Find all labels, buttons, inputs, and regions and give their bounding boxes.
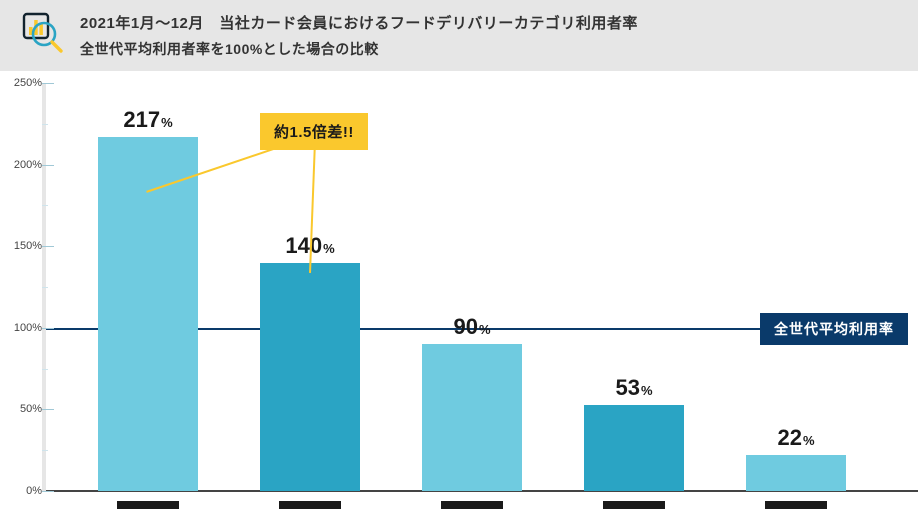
y-tick-label: 200% — [14, 159, 42, 171]
plot-area: 全世代平均利用率 217% 140% 90% 53% 22% 約1.5倍差!! — [46, 83, 908, 491]
x-category-marker — [603, 501, 665, 509]
header: 2021年1月～12月 当社カード会員におけるフードデリバリーカテゴリ利用者率 … — [0, 0, 918, 71]
y-tick-mark — [42, 246, 54, 247]
bar: 22% — [746, 455, 846, 491]
bar: 90% — [422, 344, 522, 491]
chart: 0% 50% 100% 150% 200% 250% 全世代平均利用率 217% 140% 90… — [0, 71, 918, 527]
chart-title: 2021年1月～12月 当社カード会員におけるフードデリバリーカテゴリ利用者率 — [80, 12, 638, 33]
y-axis: 0% 50% 100% 150% 200% 250% — [0, 71, 46, 527]
analytics-icon — [20, 10, 66, 61]
y-tick-mark — [42, 83, 54, 84]
bar: 140% — [260, 263, 360, 491]
chart-subtitle: 全世代平均利用者率を100%とした場合の比較 — [80, 39, 638, 59]
y-tick-label: 50% — [20, 403, 42, 415]
x-category-marker — [117, 501, 179, 509]
y-tick-mark — [42, 328, 54, 329]
y-tick-mark — [42, 491, 54, 492]
y-tick-label: 0% — [26, 485, 42, 497]
y-minor-tick — [42, 205, 48, 206]
bar-value-label: 53% — [615, 375, 652, 401]
bar-value-label: 90% — [453, 314, 490, 340]
y-tick-mark — [42, 165, 54, 166]
x-category-marker — [765, 501, 827, 509]
y-minor-tick — [42, 369, 48, 370]
bar: 53% — [584, 405, 684, 491]
y-tick-mark — [42, 409, 54, 410]
baseline-label: 全世代平均利用率 — [760, 313, 908, 345]
y-tick-label: 100% — [14, 322, 42, 334]
y-minor-tick — [42, 124, 48, 125]
x-category-marker — [279, 501, 341, 509]
bar-value-label: 22% — [777, 425, 814, 451]
y-minor-tick — [42, 287, 48, 288]
header-text: 2021年1月～12月 当社カード会員におけるフードデリバリーカテゴリ利用者率 … — [80, 12, 638, 59]
y-tick-label: 150% — [14, 240, 42, 252]
x-category-marker — [441, 501, 503, 509]
y-tick-label: 250% — [14, 77, 42, 89]
callout: 約1.5倍差!! — [260, 113, 368, 150]
bar-value-label: 217% — [123, 107, 172, 133]
y-minor-tick — [42, 450, 48, 451]
